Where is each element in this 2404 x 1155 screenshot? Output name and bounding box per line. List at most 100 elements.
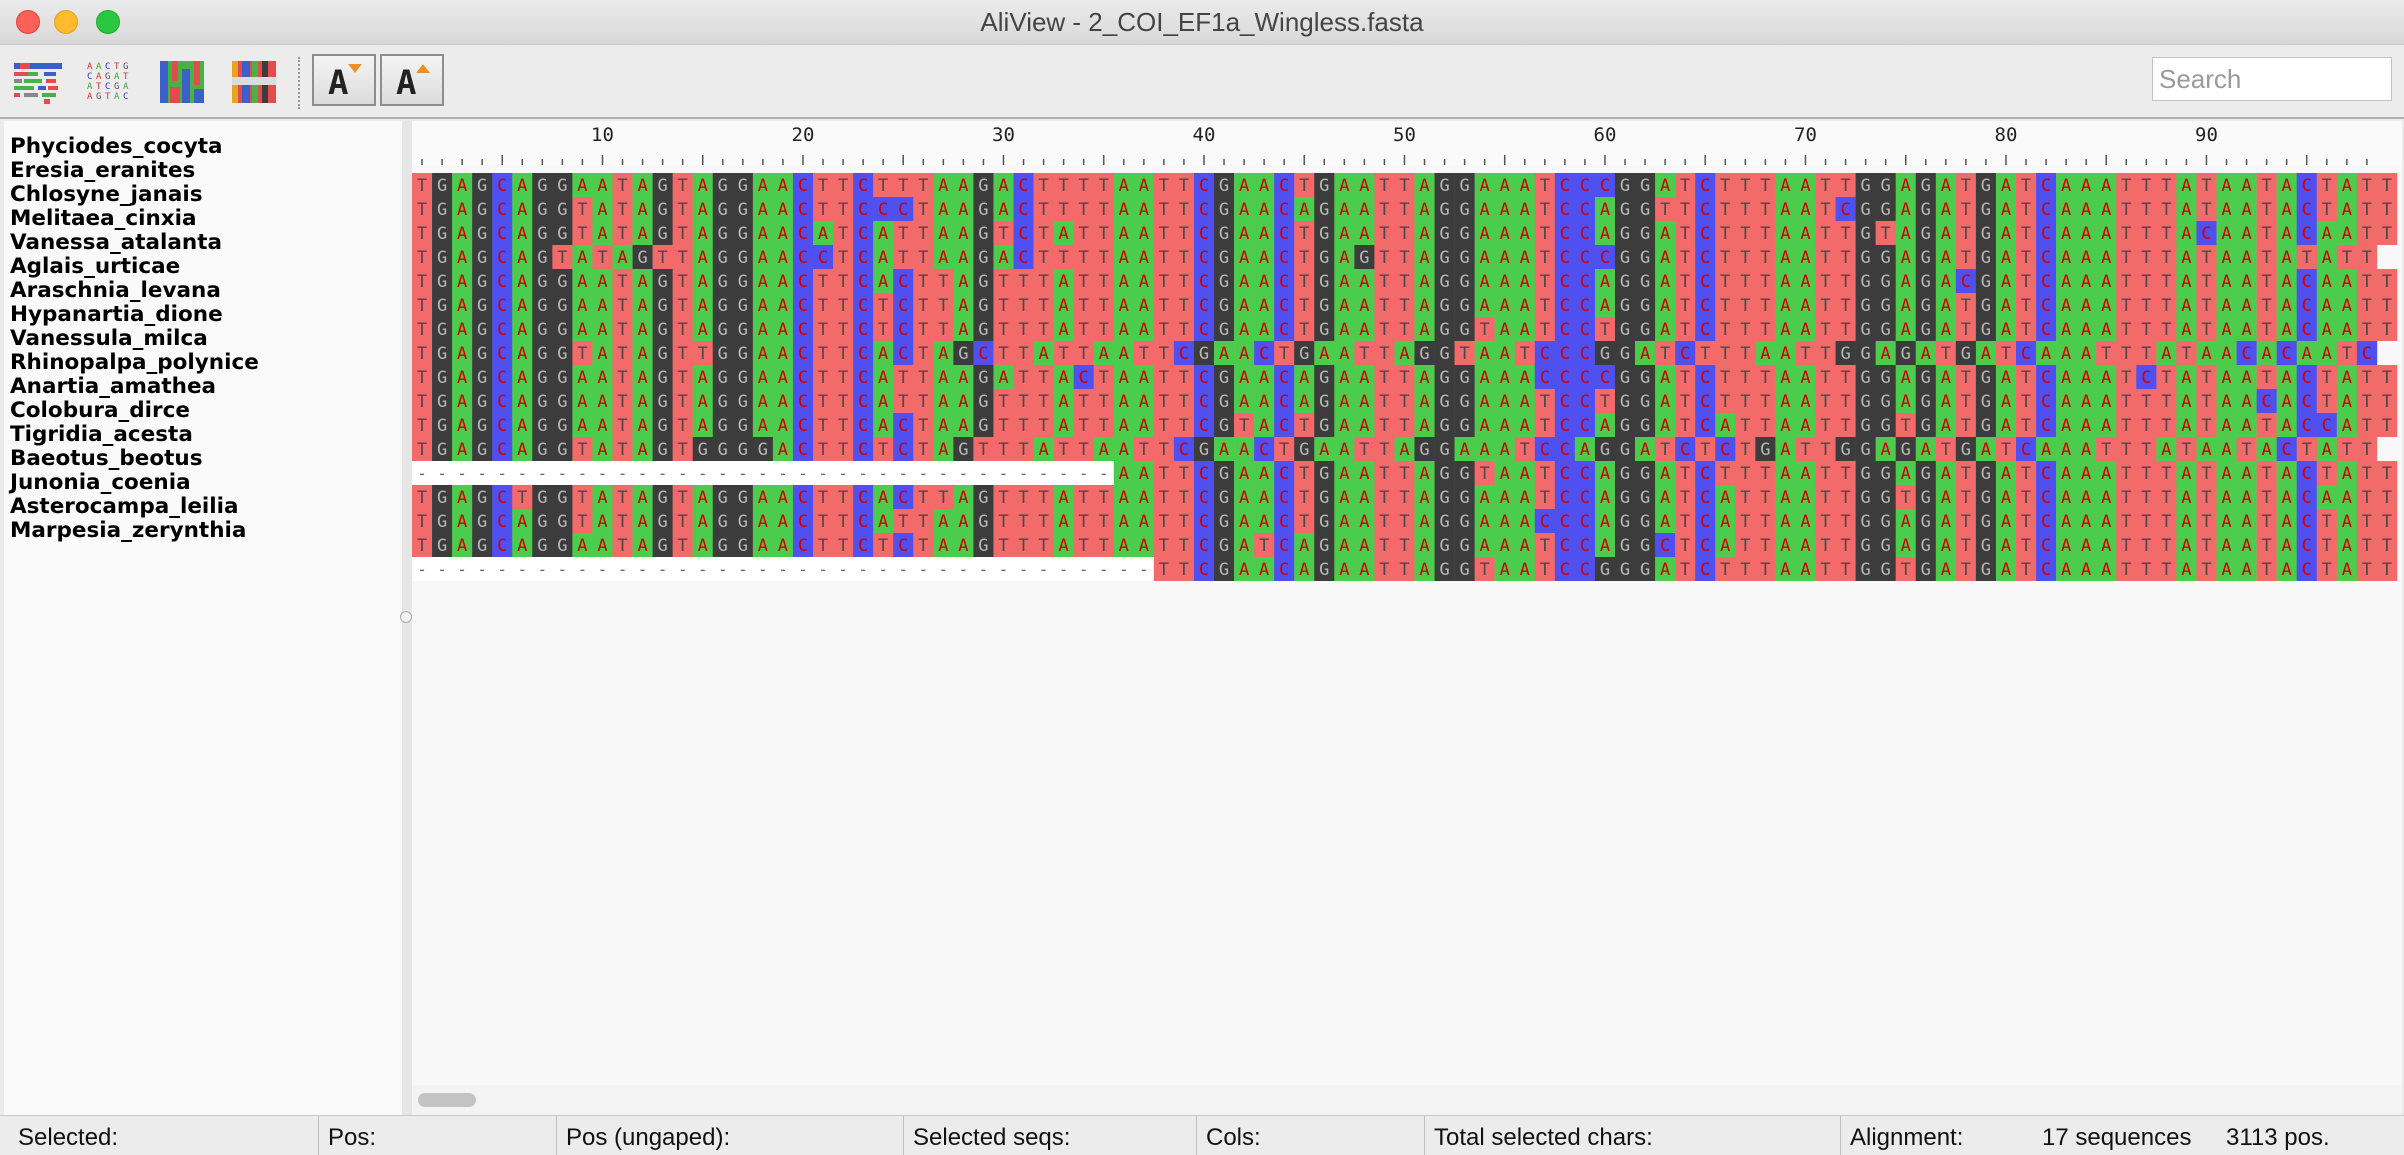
nucleotide-cell [752,485,774,509]
nucleotide-cell [1975,221,1997,245]
nucleotide-cell [1815,485,1836,509]
sequence-name[interactable]: Colobura_dirce [10,398,190,423]
nucleotide-cell [632,509,653,533]
nucleotide-cell [1995,317,2017,341]
nucleotide-letter: A [758,200,768,220]
nucleotide-cell [1294,461,1315,485]
nucleotide-cell [1033,173,1054,197]
sequence-name[interactable]: Eresia_eranites [10,158,196,183]
nucleotide-letter: T [2362,248,2372,268]
sequence-name[interactable]: Phyciodes_cocyta [10,134,223,159]
sequence-names-panel[interactable]: Phyciodes_cocyta Eresia_eranites Chlosyne_… [4,121,402,1115]
sequence-name[interactable]: Junonia_coenia [10,470,191,495]
nucleotide-cell [1474,341,1495,365]
sequence-name[interactable]: Asterocampa_leilia [10,494,239,519]
nucleotide-letter: G [1921,176,1931,196]
nucleotide-cell [2156,293,2177,317]
nucleotide-cell [1955,485,1977,509]
nucleotide-cell [692,437,714,461]
nucleotide-letter: A [938,416,948,436]
sequence-name[interactable]: Baeotus_beotus [10,446,203,471]
sequence-name[interactable]: Tigridia_acesta [10,422,193,447]
nucleotide-cell [692,341,714,365]
nucleotide-cell [1294,365,1315,389]
sequence-name[interactable]: Vanessula_milca [10,326,208,351]
nucleotide-letter: T [998,512,1008,532]
nucleotide-letter: A [878,224,888,244]
nucleotide-cell [412,245,433,269]
nucleotide-letter: T [2141,464,2151,484]
nucleotide-cell [432,485,453,509]
nucleotide-letter: G [1881,272,1891,292]
font-increase-button[interactable]: A [380,54,444,106]
nucleotide-cell [1193,197,1215,221]
nucleotide-letter: A [1339,368,1349,388]
nucleotide-cell [1715,485,1736,509]
minimize-window-button[interactable] [54,10,78,34]
nucleotide-cell [1995,245,2017,269]
nucleotide-letter: A [637,296,647,316]
nucleotide-letter: A [758,488,768,508]
sequence-name[interactable]: Araschnia_levana [10,278,221,303]
nucleotide-cell [1153,437,1175,461]
gap-cell [913,461,934,485]
nucleotide-letter: T [1399,488,1409,508]
nucleotide-letter: - [678,560,688,579]
sequence-name[interactable]: Melitaea_cinxia [10,206,197,231]
nucleotide-letter: G [537,536,547,556]
nucleotide-letter: T [1840,224,1850,244]
nucleotide-letter: A [698,416,708,436]
nucleotide-letter: G [437,416,447,436]
color-bars-icon[interactable] [230,59,278,105]
nucleotide-letter: A [1359,272,1369,292]
nucleotide-cell [1635,365,1656,389]
nucleotide-letter: A [597,224,607,244]
nucleotide-letter: G [1981,392,1991,412]
sequence-name[interactable]: Hypanartia_dione [10,302,223,327]
nucleotide-letter: A [2081,464,2091,484]
sequence-name[interactable]: Vanessa_atalanta [10,230,222,255]
nucleotide-letter: A [1760,344,1770,364]
color-blocks-icon[interactable] [158,59,206,105]
sequence-name[interactable]: Aglais_urticae [10,254,181,279]
nucleotide-letter: A [758,344,768,364]
horizontal-scrollbar[interactable] [412,1085,2402,1115]
search-input[interactable] [2152,57,2392,101]
divider-handle-icon[interactable] [400,611,412,623]
nucleotide-letter: A [2322,488,2332,508]
nucleotide-cell [2116,389,2137,413]
maximize-window-button[interactable] [96,10,120,34]
sequence-name[interactable]: Anartia_amathea [10,374,217,399]
horizontal-scrollbar-thumb[interactable] [418,1093,476,1107]
sequence-name[interactable]: Rhinopalpa_polynice [10,350,259,375]
nucleotide-letter: G [1219,248,1229,268]
nucleotide-cell [973,365,994,389]
nucleotide-cell [672,413,693,437]
sequence-name[interactable]: Chlosyne_janais [10,182,203,207]
font-decrease-button[interactable]: A [312,54,376,106]
nucleotide-letter: A [637,368,647,388]
nucleotide-letter: T [1299,488,1309,508]
nucleotide-letter: G [1439,488,1449,508]
nucleotide-letter: T [417,248,427,268]
nucleotide-letter: T [2021,512,2031,532]
alignment-overview-icon[interactable] [14,59,62,105]
nucleotide-cell [2216,437,2237,461]
nucleotide-cell [1133,173,1155,197]
nucleotide-letter: T [878,440,888,460]
nucleotide-cell [2376,197,2398,221]
nucleotide-letter: A [2181,488,2191,508]
sequence-name[interactable]: Marpesia_zerynthia [10,518,247,543]
gap-cell [412,461,433,485]
nucleotide-cell [1855,485,1876,509]
nucleotide-letter: T [678,488,688,508]
nucleotide-letter: T [1840,560,1850,580]
close-window-button[interactable] [16,10,40,34]
nucleotide-letter: G [437,248,447,268]
nucleotide-letter: A [998,176,1008,196]
nucleotide-letter: C [2041,464,2051,484]
nucleotide-cell [1133,245,1155,269]
nucleotide-letter: A [597,512,607,532]
